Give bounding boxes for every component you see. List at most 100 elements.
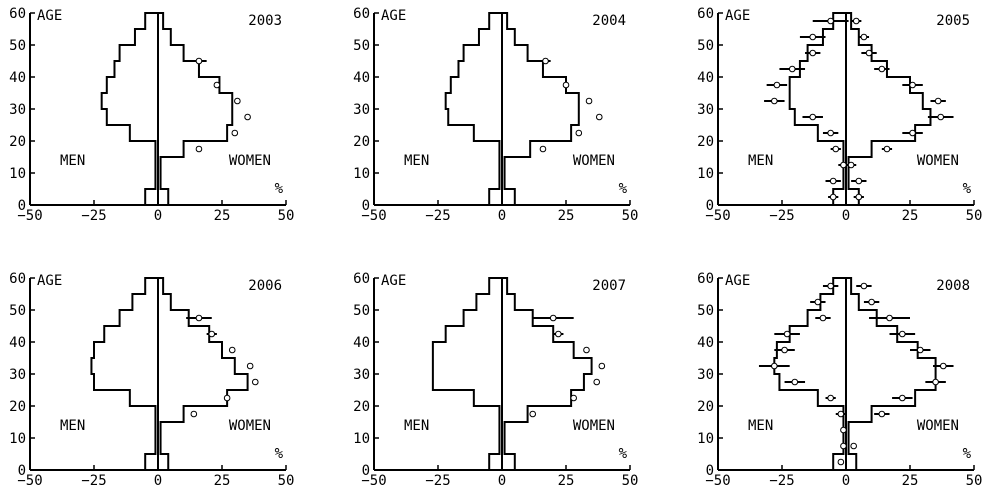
percent-unit-label: %	[963, 181, 972, 197]
data-point-women	[190, 410, 198, 418]
y-tick-label: 0	[18, 198, 26, 214]
y-tick-label: 20	[9, 134, 26, 150]
data-point-women	[539, 145, 547, 153]
data-point-women	[852, 17, 860, 25]
data-point-men	[840, 161, 847, 169]
chart-panel-2007: 0 10 20 30 40 50 60 −50 −25 0 25 50 AGE 2007% MEN WOMEN	[353, 271, 638, 489]
y-tick-label: 30	[697, 102, 714, 118]
series-step-women	[846, 12, 932, 206]
data-point-men	[771, 97, 778, 105]
data-point-women	[932, 378, 939, 386]
data-point-men	[837, 458, 845, 466]
y-tick-label: 0	[706, 198, 714, 214]
data-point-men	[827, 282, 834, 290]
data-point-men	[809, 49, 817, 57]
data-point-women	[542, 57, 549, 65]
series-step-women	[158, 12, 234, 206]
x-tick-label: 25	[902, 473, 919, 489]
men-label: MEN	[748, 418, 773, 434]
data-point-women	[585, 97, 593, 105]
data-point-women	[939, 362, 947, 370]
y-tick-label: 60	[9, 271, 26, 287]
x-tick-label: 25	[558, 473, 575, 489]
x-tick-label: 50	[278, 208, 295, 224]
data-point-men	[837, 410, 845, 418]
x-tick-label: 50	[966, 208, 983, 224]
data-point-women	[570, 394, 577, 402]
chart-panel-2003: 0 10 20 30 40 50 60 −50 −25 0 25 50 AGE 2003% MEN WOMEN	[9, 6, 294, 224]
data-point-women	[244, 113, 251, 121]
y-tick-label: 40	[353, 70, 370, 86]
x-tick-label: 50	[966, 473, 983, 489]
percent-unit-label: %	[275, 446, 284, 462]
y-tick-label: 40	[9, 70, 26, 86]
x-tick-label: −25	[425, 208, 450, 224]
x-tick-label: −50	[17, 473, 42, 489]
panel-year-title: 2007	[592, 278, 626, 294]
data-point-men	[773, 81, 781, 89]
women-label: WOMEN	[229, 418, 271, 434]
y-tick-label: 10	[697, 431, 714, 447]
data-point-women	[598, 362, 606, 370]
series-step-women	[158, 277, 249, 471]
y-tick-label: 10	[697, 166, 714, 182]
women-label: WOMEN	[229, 153, 271, 169]
series-step-women	[846, 277, 937, 471]
data-point-men	[829, 193, 837, 201]
series-step-men	[100, 12, 158, 206]
data-point-women	[878, 65, 886, 73]
y-tick-label: 60	[697, 6, 714, 22]
y-axis-label: AGE	[381, 273, 406, 289]
men-label: MEN	[60, 153, 85, 169]
percent-unit-label: %	[275, 181, 284, 197]
x-tick-label: −50	[361, 208, 386, 224]
data-point-women	[246, 362, 254, 370]
x-tick-label: 25	[902, 208, 919, 224]
data-point-men	[771, 362, 778, 370]
chart-panel-2004: 0 10 20 30 40 50 60 −50 −25 0 25 50 AGE 2004% MEN WOMEN	[353, 6, 638, 224]
x-tick-label: −50	[705, 208, 730, 224]
y-axis-label: AGE	[725, 273, 750, 289]
y-tick-label: 50	[353, 303, 370, 319]
data-point-women	[549, 314, 557, 322]
x-tick-label: −25	[769, 473, 794, 489]
y-tick-label: 30	[697, 367, 714, 383]
data-point-men	[827, 394, 834, 402]
data-point-women	[937, 113, 945, 121]
x-tick-label: 25	[214, 473, 231, 489]
series-step-men	[773, 277, 846, 471]
chart-panel-2005: 0 10 20 30 40 50 60 −50 −25 0 25 50 AGE 2005% MEN WOMEN	[697, 6, 982, 224]
y-tick-label: 30	[353, 102, 370, 118]
y-tick-label: 20	[9, 399, 26, 415]
data-point-men	[791, 378, 799, 386]
women-label: WOMEN	[917, 153, 959, 169]
x-tick-label: 25	[214, 208, 231, 224]
y-tick-label: 20	[353, 399, 370, 415]
data-point-women	[195, 57, 203, 65]
x-tick-label: −25	[81, 208, 106, 224]
data-point-women	[847, 161, 855, 169]
data-point-men	[827, 17, 834, 25]
data-point-women	[195, 314, 203, 322]
data-point-women	[575, 129, 583, 137]
x-tick-label: 50	[278, 473, 295, 489]
data-point-women	[555, 330, 562, 338]
data-point-women	[593, 378, 601, 386]
data-point-men	[809, 33, 817, 41]
data-point-women	[231, 129, 239, 137]
percent-unit-label: %	[619, 446, 628, 462]
panel-year-title: 2004	[592, 13, 626, 29]
panel-year-title: 2008	[936, 278, 970, 294]
y-tick-label: 30	[9, 102, 26, 118]
x-tick-label: 0	[154, 473, 162, 489]
y-tick-label: 10	[9, 166, 26, 182]
data-point-women	[909, 81, 916, 89]
data-point-women	[886, 314, 893, 322]
data-point-women	[865, 49, 873, 57]
data-point-women	[595, 113, 603, 121]
men-label: MEN	[60, 418, 85, 434]
data-point-women	[855, 177, 863, 185]
y-tick-label: 20	[353, 134, 370, 150]
x-tick-label: 50	[622, 473, 639, 489]
